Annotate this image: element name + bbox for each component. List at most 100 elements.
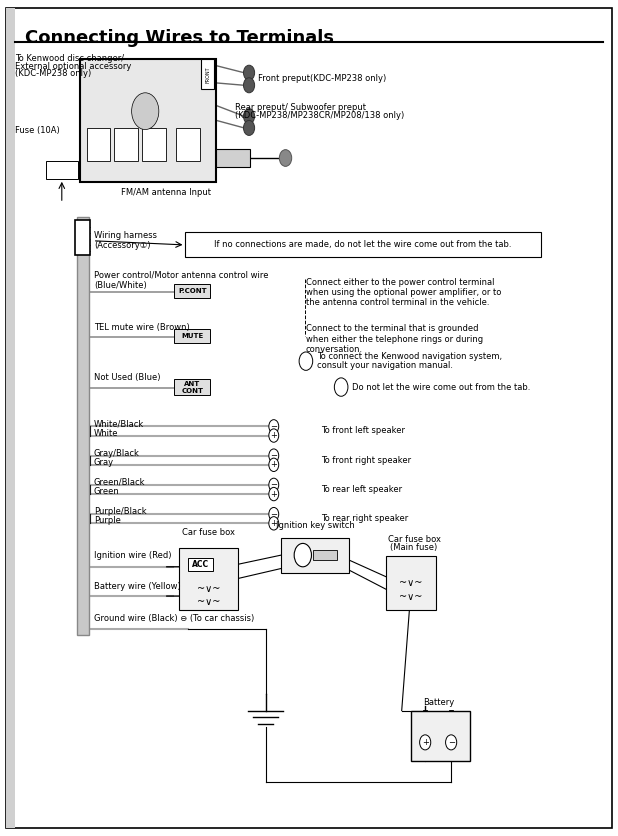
Text: Wiring harness
(Accessory①): Wiring harness (Accessory①)	[94, 231, 157, 251]
Text: Battery wire (Yellow): Battery wire (Yellow)	[94, 582, 180, 590]
Circle shape	[269, 507, 279, 521]
FancyBboxPatch shape	[114, 128, 138, 161]
Text: To connect the Kenwood navigation system,: To connect the Kenwood navigation system…	[317, 352, 502, 360]
Text: ~∨~: ~∨~	[399, 592, 423, 602]
Circle shape	[132, 93, 159, 130]
FancyBboxPatch shape	[313, 550, 337, 560]
Circle shape	[269, 478, 279, 492]
Text: To Kenwood disc changer/: To Kenwood disc changer/	[15, 54, 125, 63]
Text: To rear left speaker: To rear left speaker	[321, 485, 402, 494]
FancyBboxPatch shape	[80, 59, 216, 182]
FancyBboxPatch shape	[386, 556, 436, 610]
FancyBboxPatch shape	[87, 128, 110, 161]
Text: Green: Green	[94, 487, 120, 496]
Text: FM/AM antenna Input: FM/AM antenna Input	[121, 188, 211, 196]
FancyBboxPatch shape	[46, 161, 78, 179]
Text: Car fuse box: Car fuse box	[387, 535, 441, 543]
Text: Gray: Gray	[94, 458, 114, 466]
Text: Not Used (Blue): Not Used (Blue)	[94, 374, 161, 382]
Text: −: −	[270, 510, 277, 518]
Text: Front preput(KDC-MP238 only): Front preput(KDC-MP238 only)	[258, 74, 387, 83]
FancyBboxPatch shape	[174, 329, 210, 343]
Text: −: −	[447, 738, 455, 747]
Text: ~∨~: ~∨~	[197, 597, 221, 607]
Text: −: −	[270, 451, 277, 460]
Circle shape	[279, 150, 292, 166]
Text: Power control/Motor antenna control wire
(Blue/White): Power control/Motor antenna control wire…	[94, 270, 268, 290]
Text: +: +	[270, 490, 277, 498]
Circle shape	[420, 735, 431, 750]
Text: ~∨~: ~∨~	[197, 584, 221, 594]
FancyBboxPatch shape	[188, 558, 213, 571]
Text: External optional accessory: External optional accessory	[15, 62, 132, 70]
Text: consult your navigation manual.: consult your navigation manual.	[317, 361, 453, 370]
Circle shape	[243, 109, 255, 124]
Text: −: −	[270, 481, 277, 489]
FancyBboxPatch shape	[75, 220, 90, 255]
Text: Purple/Black: Purple/Black	[94, 507, 146, 516]
Text: To front left speaker: To front left speaker	[321, 426, 405, 436]
Text: Do not let the wire come out from the tab.: Do not let the wire come out from the ta…	[352, 383, 531, 391]
Text: Ignition key switch: Ignition key switch	[276, 521, 355, 529]
Text: Battery: Battery	[423, 698, 454, 706]
Text: Purple: Purple	[94, 517, 121, 525]
FancyBboxPatch shape	[176, 128, 200, 161]
Text: Connect either to the power control terminal
when using the optional power ampli: Connect either to the power control term…	[306, 278, 501, 308]
Text: MUTE: MUTE	[181, 333, 203, 339]
Circle shape	[269, 420, 279, 433]
Text: (Main fuse): (Main fuse)	[391, 543, 438, 552]
Text: Ground wire (Black) ⊖ (To car chassis): Ground wire (Black) ⊖ (To car chassis)	[94, 614, 254, 623]
Circle shape	[243, 120, 255, 135]
Text: Rear preput/ Subwoofer preput: Rear preput/ Subwoofer preput	[235, 103, 366, 111]
Text: Car fuse box: Car fuse box	[182, 528, 235, 537]
Text: TEL mute wire (Brown): TEL mute wire (Brown)	[94, 324, 190, 332]
Text: ≡: ≡	[338, 384, 344, 390]
Circle shape	[269, 517, 279, 530]
FancyBboxPatch shape	[201, 59, 214, 89]
Text: Fuse (10A): Fuse (10A)	[15, 126, 60, 135]
Text: ANT
CONT: ANT CONT	[181, 380, 203, 394]
Text: (KDC-MP238/MP238CR/MP208/138 only): (KDC-MP238/MP238CR/MP208/138 only)	[235, 111, 404, 120]
Circle shape	[269, 487, 279, 501]
FancyBboxPatch shape	[179, 548, 238, 610]
FancyBboxPatch shape	[216, 149, 250, 167]
Text: White: White	[94, 429, 119, 437]
Text: ACC: ACC	[192, 560, 210, 568]
Text: +: +	[270, 519, 277, 528]
Text: Ignition wire (Red): Ignition wire (Red)	[94, 552, 171, 560]
FancyBboxPatch shape	[174, 284, 210, 298]
Text: FRONT: FRONT	[205, 66, 210, 83]
Text: +: +	[421, 738, 429, 747]
Text: Gray/Black: Gray/Black	[94, 449, 140, 457]
FancyBboxPatch shape	[281, 538, 349, 573]
Text: (KDC-MP238 only): (KDC-MP238 only)	[15, 69, 91, 78]
Bar	[6, 8, 15, 828]
Text: ~∨~: ~∨~	[399, 578, 423, 588]
Circle shape	[446, 735, 457, 750]
FancyBboxPatch shape	[411, 711, 470, 761]
Text: +: +	[270, 461, 277, 469]
Text: ≡: ≡	[303, 358, 309, 364]
Circle shape	[334, 378, 348, 396]
Text: ●: ●	[300, 553, 305, 558]
Circle shape	[243, 78, 255, 93]
FancyBboxPatch shape	[77, 217, 89, 635]
Circle shape	[269, 429, 279, 442]
FancyBboxPatch shape	[185, 232, 541, 257]
Circle shape	[294, 543, 311, 567]
Circle shape	[269, 458, 279, 472]
Circle shape	[243, 65, 255, 80]
Text: To front right speaker: To front right speaker	[321, 456, 412, 465]
Text: Green/Black: Green/Black	[94, 478, 145, 487]
Text: White/Black: White/Black	[94, 420, 144, 428]
Text: Connecting Wires to Terminals: Connecting Wires to Terminals	[25, 29, 334, 48]
FancyBboxPatch shape	[174, 379, 210, 395]
Text: To rear right speaker: To rear right speaker	[321, 514, 408, 523]
Text: +: +	[270, 431, 277, 440]
Text: If no connections are made, do not let the wire come out from the tab.: If no connections are made, do not let t…	[214, 241, 512, 249]
FancyBboxPatch shape	[6, 8, 612, 828]
FancyBboxPatch shape	[142, 128, 166, 161]
Circle shape	[269, 449, 279, 462]
Text: −: −	[270, 422, 277, 431]
Text: Connect to the terminal that is grounded
when either the telephone rings or duri: Connect to the terminal that is grounded…	[306, 324, 483, 354]
